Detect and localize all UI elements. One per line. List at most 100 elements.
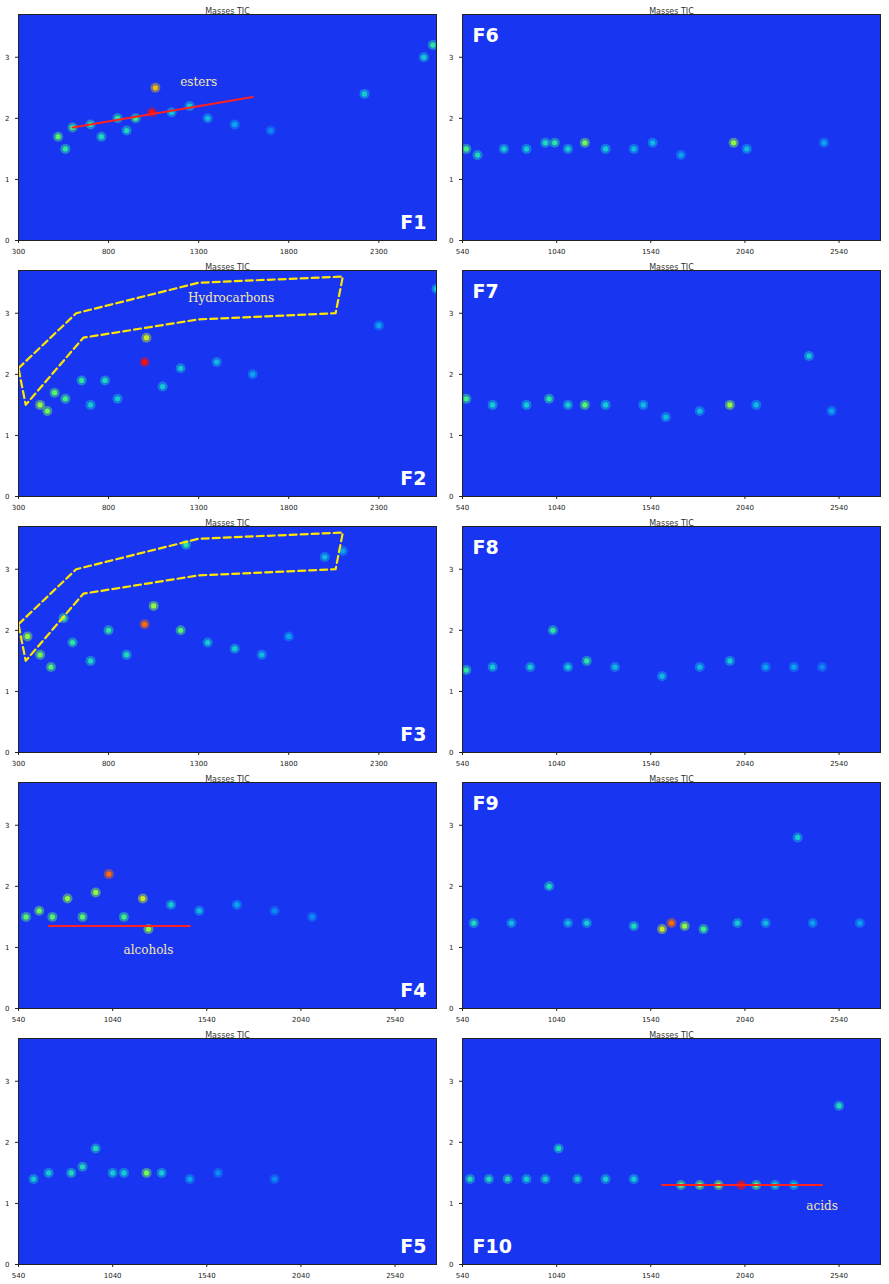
svg-text:0: 0 [5, 1005, 9, 1013]
svg-text:1300: 1300 [190, 504, 208, 512]
svg-text:2: 2 [449, 1139, 453, 1147]
svg-text:Hydrocarbons: Hydrocarbons [188, 291, 274, 305]
svg-text:1040: 1040 [548, 1272, 566, 1280]
svg-text:540: 540 [456, 760, 469, 768]
svg-text:1: 1 [449, 944, 453, 952]
svg-text:540: 540 [456, 1016, 469, 1024]
svg-text:2040: 2040 [292, 1272, 310, 1280]
svg-text:0: 0 [5, 493, 9, 501]
svg-text:540: 540 [456, 504, 469, 512]
svg-text:2540: 2540 [830, 1016, 848, 1024]
svg-text:2540: 2540 [830, 1272, 848, 1280]
svg-text:2540: 2540 [830, 760, 848, 768]
svg-text:0: 0 [5, 1261, 9, 1269]
svg-text:1800: 1800 [280, 760, 298, 768]
svg-text:1540: 1540 [642, 760, 660, 768]
svg-text:alcohols: alcohols [123, 943, 173, 957]
svg-text:1540: 1540 [642, 248, 660, 256]
svg-text:1540: 1540 [642, 1272, 660, 1280]
svg-text:2040: 2040 [736, 1272, 754, 1280]
svg-text:acids: acids [806, 1199, 838, 1213]
svg-text:1: 1 [449, 432, 453, 440]
svg-text:2: 2 [5, 627, 9, 635]
svg-text:300: 300 [12, 504, 25, 512]
svg-text:540: 540 [12, 1016, 25, 1024]
svg-text:800: 800 [102, 248, 115, 256]
svg-text:F5: F5 [400, 1235, 426, 1257]
svg-text:1540: 1540 [642, 504, 660, 512]
svg-text:1540: 1540 [198, 1272, 216, 1280]
svg-text:2: 2 [5, 371, 9, 379]
svg-text:1: 1 [5, 176, 9, 184]
svg-text:2040: 2040 [736, 504, 754, 512]
svg-text:2540: 2540 [830, 504, 848, 512]
svg-text:3: 3 [5, 821, 9, 829]
svg-text:F10: F10 [473, 1235, 512, 1257]
svg-text:1040: 1040 [548, 1016, 566, 1024]
svg-text:300: 300 [12, 248, 25, 256]
svg-text:0: 0 [449, 1261, 453, 1269]
svg-text:F9: F9 [473, 792, 499, 814]
svg-text:0: 0 [449, 749, 453, 757]
svg-text:1300: 1300 [190, 248, 208, 256]
svg-text:1040: 1040 [548, 504, 566, 512]
svg-text:F1: F1 [400, 211, 426, 233]
svg-text:3: 3 [449, 309, 453, 317]
svg-text:F8: F8 [473, 536, 499, 558]
svg-text:0: 0 [449, 237, 453, 245]
svg-text:2: 2 [5, 883, 9, 891]
svg-text:2540: 2540 [386, 1272, 404, 1280]
svg-text:1: 1 [5, 688, 9, 696]
svg-text:3: 3 [5, 309, 9, 317]
svg-text:2: 2 [5, 1139, 9, 1147]
svg-text:2040: 2040 [736, 248, 754, 256]
svg-text:2540: 2540 [830, 248, 848, 256]
svg-text:540: 540 [12, 1272, 25, 1280]
svg-text:2040: 2040 [736, 1016, 754, 1024]
svg-text:3: 3 [449, 565, 453, 573]
svg-text:1: 1 [449, 688, 453, 696]
svg-text:3: 3 [5, 565, 9, 573]
svg-text:0: 0 [5, 749, 9, 757]
svg-text:2300: 2300 [370, 248, 388, 256]
svg-text:0: 0 [449, 493, 453, 501]
svg-text:1540: 1540 [642, 1016, 660, 1024]
svg-text:2540: 2540 [386, 1016, 404, 1024]
svg-text:1: 1 [5, 1200, 9, 1208]
svg-text:1800: 1800 [280, 504, 298, 512]
svg-text:esters: esters [180, 75, 217, 89]
svg-text:2040: 2040 [292, 1016, 310, 1024]
svg-text:1040: 1040 [548, 248, 566, 256]
svg-text:2040: 2040 [736, 760, 754, 768]
svg-text:F4: F4 [400, 979, 426, 1001]
svg-text:3: 3 [449, 53, 453, 61]
svg-text:2: 2 [5, 115, 9, 123]
svg-text:1300: 1300 [190, 760, 208, 768]
svg-text:540: 540 [456, 1272, 469, 1280]
svg-text:0: 0 [449, 1005, 453, 1013]
svg-text:2300: 2300 [370, 504, 388, 512]
svg-text:1800: 1800 [280, 248, 298, 256]
svg-text:0: 0 [5, 237, 9, 245]
svg-text:3: 3 [449, 821, 453, 829]
svg-text:F6: F6 [473, 24, 499, 46]
svg-text:2: 2 [449, 371, 453, 379]
svg-text:F3: F3 [400, 723, 426, 745]
svg-text:1040: 1040 [104, 1272, 122, 1280]
svg-text:F2: F2 [400, 467, 426, 489]
svg-text:2: 2 [449, 115, 453, 123]
svg-text:2300: 2300 [370, 760, 388, 768]
svg-text:1040: 1040 [104, 1016, 122, 1024]
svg-text:1: 1 [449, 1200, 453, 1208]
svg-text:3: 3 [5, 53, 9, 61]
svg-text:1540: 1540 [198, 1016, 216, 1024]
svg-text:1: 1 [449, 176, 453, 184]
svg-text:3: 3 [449, 1077, 453, 1085]
svg-text:1040: 1040 [548, 760, 566, 768]
svg-text:2: 2 [449, 883, 453, 891]
svg-text:2: 2 [449, 627, 453, 635]
svg-text:F7: F7 [473, 280, 499, 302]
svg-text:800: 800 [102, 504, 115, 512]
svg-text:800: 800 [102, 760, 115, 768]
svg-text:3: 3 [5, 1077, 9, 1085]
